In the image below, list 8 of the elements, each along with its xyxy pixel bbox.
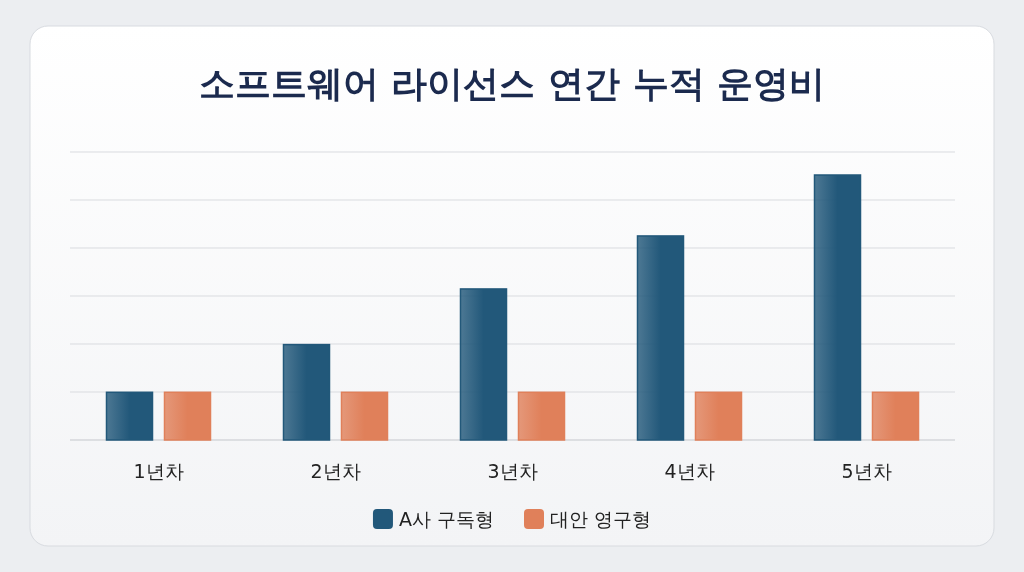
x-tick-label: 1년차 xyxy=(133,460,184,482)
legend-label: A사 구독형 xyxy=(398,508,494,530)
x-tick-label: 2년차 xyxy=(310,460,361,482)
x-tick-label: 4년차 xyxy=(664,460,715,482)
x-tick-label: 5년차 xyxy=(841,460,892,482)
x-tick-label: 3년차 xyxy=(487,460,538,482)
legend-label: 대안 영구형 xyxy=(550,508,652,530)
chart-title: 소프트웨어 라이선스 연간 누적 운영비 xyxy=(198,63,826,104)
